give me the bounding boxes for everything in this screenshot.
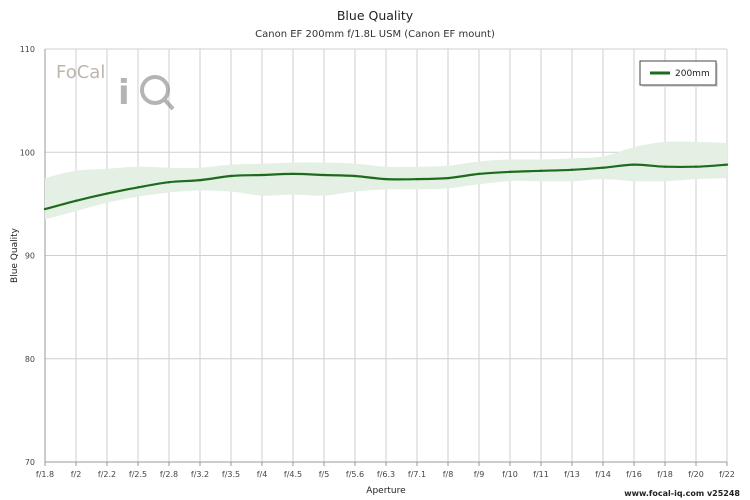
legend-label: 200mm xyxy=(675,69,710,79)
watermark-url: www.focal-iq.com v25248 xyxy=(624,489,740,498)
x-tick-label: f/7.1 xyxy=(408,470,426,479)
x-tick-label: f/4.5 xyxy=(284,470,302,479)
x-tick-label: f/8 xyxy=(443,470,454,479)
data-point xyxy=(105,192,109,195)
data-point xyxy=(539,169,543,173)
y-tick-label: 90 xyxy=(25,252,35,261)
y-tick-label: 100 xyxy=(20,148,35,157)
x-tick-label: f/2 xyxy=(71,470,82,479)
logo-wordmark: FoCal xyxy=(56,62,105,83)
x-tick-label: f/10 xyxy=(502,470,518,479)
x-tick-label: f/22 xyxy=(719,470,735,479)
x-tick-label: f/20 xyxy=(688,470,704,479)
data-point xyxy=(663,165,667,168)
x-tick-label: f/2.5 xyxy=(129,470,147,479)
data-point xyxy=(353,174,357,178)
x-tick-label: f/2.2 xyxy=(98,470,116,479)
x-tick-label: f/18 xyxy=(657,470,673,479)
data-point xyxy=(291,172,295,176)
data-point xyxy=(477,172,481,176)
x-tick-label: f/16 xyxy=(626,470,642,479)
logo-iq: i xyxy=(118,73,130,113)
x-tick-label: f/6.3 xyxy=(377,470,395,479)
x-tick-label: f/13 xyxy=(564,470,580,479)
data-point xyxy=(446,176,450,180)
data-point xyxy=(508,170,512,174)
data-point xyxy=(229,174,233,178)
data-point xyxy=(198,178,202,182)
y-tick-label: 70 xyxy=(25,458,35,467)
data-point xyxy=(694,165,698,168)
data-point xyxy=(415,177,419,181)
x-tick-label: f/3.2 xyxy=(191,470,209,479)
x-tick-label: f/1.8 xyxy=(36,470,54,479)
chart-subtitle: Canon EF 200mm f/1.8L USM (Canon EF moun… xyxy=(255,29,495,40)
x-tick-label: f/4 xyxy=(257,470,268,479)
x-tick-label: f/9 xyxy=(474,470,485,479)
logo-lens-icon xyxy=(140,75,170,105)
data-point xyxy=(43,207,47,211)
chart-title: Blue Quality xyxy=(337,8,414,23)
series-band-0 xyxy=(45,141,727,220)
y-axis-label: Blue Quality xyxy=(10,227,20,283)
data-point xyxy=(136,186,140,189)
data-point xyxy=(260,173,264,177)
x-tick-label: f/2.8 xyxy=(160,470,178,479)
data-point xyxy=(167,180,171,184)
y-tick-label: 110 xyxy=(20,45,35,54)
data-point xyxy=(570,168,574,172)
x-tick-label: f/11 xyxy=(533,470,549,479)
data-point xyxy=(74,199,78,202)
x-tick-label: f/5 xyxy=(319,470,330,479)
data-point xyxy=(384,177,388,181)
x-tick-label: f/14 xyxy=(595,470,611,479)
data-point xyxy=(725,163,729,166)
data-point xyxy=(322,173,326,177)
x-tick-label: f/5.6 xyxy=(346,470,364,479)
x-tick-label: f/3.5 xyxy=(222,470,240,479)
data-point xyxy=(601,166,605,169)
data-point xyxy=(632,163,636,166)
x-axis-label: Aperture xyxy=(366,486,406,496)
logo-handle xyxy=(162,97,175,111)
y-tick-label: 80 xyxy=(25,355,35,364)
